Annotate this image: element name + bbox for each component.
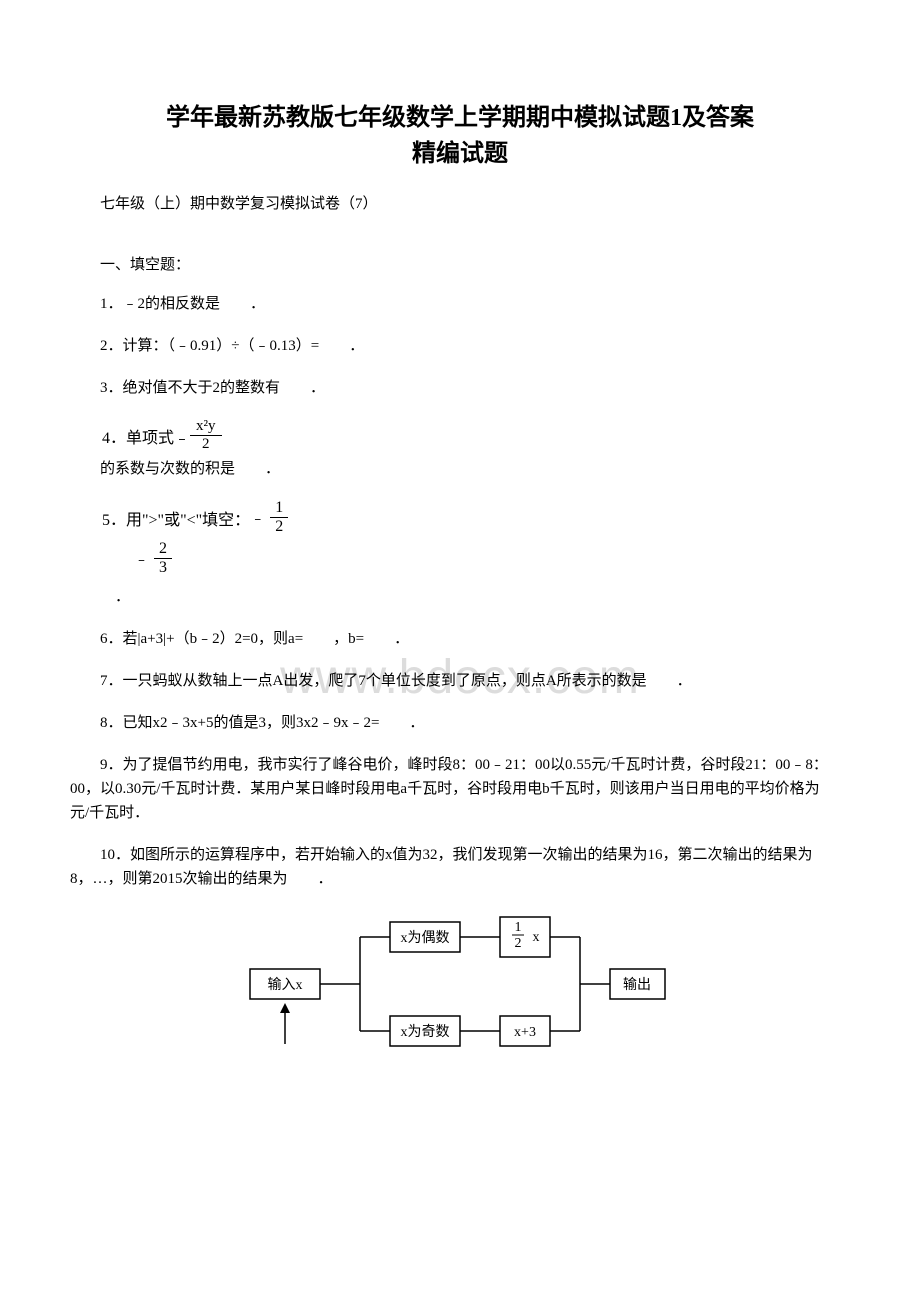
q5-fraction-1: 1 2 bbox=[270, 499, 288, 536]
main-title: 学年最新苏教版七年级数学上学期期中模拟试题1及答案 精编试题 bbox=[70, 100, 850, 172]
question-4: 4．单项式﹣ x²y 2 bbox=[70, 418, 850, 453]
question-3: 3．绝对值不大于2的整数有 ． bbox=[70, 376, 850, 400]
flowchart-diagram: 输入x x为偶数 1 2 x x为奇数 x+3 bbox=[240, 909, 680, 1059]
question-5-row1: 5．用">"或"<"填空： ﹣ 1 2 bbox=[70, 499, 850, 536]
minus-sign-2: ﹣ bbox=[134, 548, 149, 569]
document-content: 学年最新苏教版七年级数学上学期期中模拟试题1及答案 精编试题 七年级（上）期中数… bbox=[70, 100, 850, 1059]
half-box bbox=[500, 917, 550, 957]
arrow-head bbox=[280, 1003, 290, 1013]
question-6: 6．若|a+3|+（b﹣2）2=0，则a= ，b= ． bbox=[70, 627, 850, 651]
question-5-row2: ﹣ 2 3 bbox=[70, 540, 850, 577]
input-label: 输入x bbox=[268, 977, 303, 993]
q5-period: ． bbox=[70, 585, 850, 609]
q4-prefix: 4．单项式﹣ bbox=[102, 424, 190, 448]
title-line-2: 精编试题 bbox=[412, 141, 508, 167]
q5-frac1-wrapper: ﹣ 1 2 bbox=[250, 499, 288, 536]
q4-fraction: x²y 2 bbox=[190, 418, 222, 453]
q4-suffix: 的系数与次数的积是 ． bbox=[70, 457, 850, 481]
q4-denominator: 2 bbox=[190, 436, 222, 453]
plus3-label: x+3 bbox=[514, 1025, 536, 1040]
title-line-1: 学年最新苏教版七年级数学上学期期中模拟试题1及答案 bbox=[166, 105, 754, 131]
question-10: 10．如图所示的运算程序中，若开始输入的x值为32，我们发现第一次输出的结果为1… bbox=[70, 843, 850, 891]
question-7: 7．一只蚂蚁从数轴上一点A出发，爬了7个单位长度到了原点，则点A所表示的数是 ． bbox=[70, 669, 850, 693]
q5-f2-den: 3 bbox=[154, 559, 172, 577]
question-1: 1．﹣2的相反数是 ． bbox=[70, 292, 850, 316]
subtitle: 七年级（上）期中数学复习模拟试卷（7） bbox=[70, 192, 850, 213]
q5-fraction-2: 2 3 bbox=[154, 540, 172, 577]
output-label: 输出 bbox=[623, 977, 651, 993]
section-1-header: 一、填空题： bbox=[70, 253, 850, 274]
question-9: 9．为了提倡节约用电，我市实行了峰谷电价，峰时段8：00﹣21：00以0.55元… bbox=[70, 753, 850, 825]
half-num: 1 bbox=[515, 920, 522, 935]
q5-f1-num: 1 bbox=[270, 499, 288, 518]
question-8: 8．已知x2﹣3x+5的值是3，则3x2﹣9x﹣2= ． bbox=[70, 711, 850, 735]
half-var: x bbox=[533, 930, 540, 945]
q5-f2-num: 2 bbox=[154, 540, 172, 559]
question-2: 2．计算：（﹣0.91）÷（﹣0.13）= ． bbox=[70, 334, 850, 358]
q4-numerator: x²y bbox=[190, 418, 222, 436]
minus-sign-1: ﹣ bbox=[250, 507, 265, 528]
q5-frac2-wrapper: ﹣ 2 3 bbox=[134, 540, 172, 577]
odd-label: x为奇数 bbox=[401, 1023, 450, 1040]
q5-prefix: 5．用">"或"<"填空： bbox=[102, 506, 250, 530]
even-label: x为偶数 bbox=[401, 930, 450, 946]
half-den: 2 bbox=[515, 936, 522, 951]
q5-f1-den: 2 bbox=[270, 518, 288, 536]
